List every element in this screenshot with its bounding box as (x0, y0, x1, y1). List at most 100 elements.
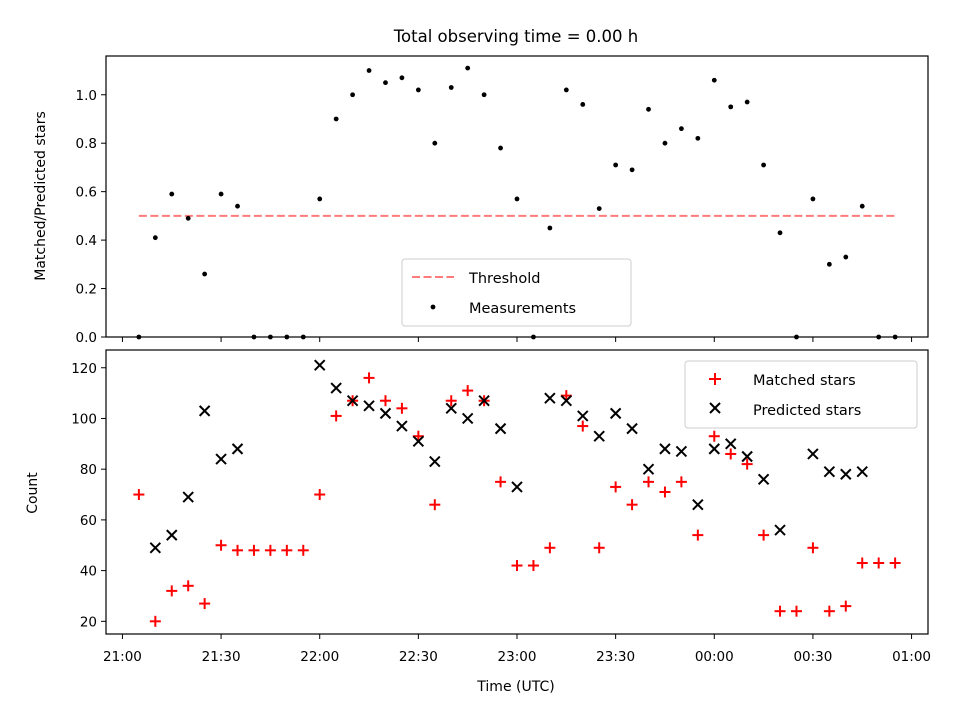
measurement-point (596, 206, 602, 212)
measurement-point (613, 162, 619, 168)
predicted-star-marker (856, 466, 868, 478)
measurement-point (432, 140, 438, 146)
predicted-star-marker (330, 382, 342, 394)
matched-star-marker (840, 600, 852, 612)
matched-star-marker (182, 580, 194, 592)
measurement-point (679, 126, 684, 132)
measurement-point (744, 99, 750, 105)
predicted-star-marker (626, 422, 638, 435)
ratio-y-tick-label: 0.4 (76, 233, 97, 249)
matched-legend-marker (709, 373, 721, 385)
matched-star-marker (363, 372, 375, 384)
matched-star-marker (725, 448, 737, 460)
matched-star-marker (577, 420, 589, 432)
measurement-point (646, 106, 651, 112)
predicted-star-marker (675, 445, 688, 458)
measurement-point (629, 167, 635, 173)
count-y-tick-label: 100 (71, 411, 97, 427)
predicted-legend-marker (709, 402, 721, 414)
x-tick-label: 23:00 (498, 649, 537, 665)
ratio-legend: Threshold Measurements (401, 258, 632, 327)
matched-star-marker (297, 544, 309, 556)
predicted-star-marker (231, 443, 244, 455)
matched-star-marker (774, 605, 786, 617)
ratio-y-tick-label: 1.0 (76, 88, 97, 104)
matched-star-marker (264, 544, 276, 556)
measurement-point (152, 235, 158, 241)
matched-star-marker (889, 557, 901, 569)
predicted-star-marker (593, 430, 605, 442)
x-tick-label: 22:30 (399, 649, 438, 665)
x-axis-label: Time (UTC) (476, 679, 554, 695)
measurement-point (383, 80, 388, 86)
x-tick-label: 00:30 (793, 649, 832, 665)
predicted-star-marker (314, 359, 326, 371)
ratio-y-tick-label: 0.8 (76, 136, 97, 152)
ratio-plot: 0.0 0.2 0.4 0.6 0.8 1.0 (76, 65, 913, 346)
predicted-star-marker (725, 438, 737, 450)
ratio-y-tick-label: 0.6 (76, 185, 97, 201)
measurement-point (662, 140, 668, 146)
measurement-point (711, 77, 717, 83)
predicted-star-marker (149, 542, 162, 554)
measurement-point (185, 215, 191, 221)
matched-star-marker (149, 615, 161, 627)
measurements-legend-marker (430, 304, 436, 310)
matched-star-marker (429, 499, 441, 511)
predicted-star-marker (741, 450, 753, 463)
chart-title: Total observing time = 0.00 h (393, 27, 638, 46)
ratio-y-tick-label: 0.2 (76, 282, 97, 298)
x-tick-label: 00:00 (695, 649, 734, 665)
predicted-star-marker (166, 529, 178, 541)
predicted-star-marker (494, 422, 507, 435)
measurement-point (415, 87, 421, 93)
predicted-star-marker (840, 468, 852, 480)
count-plot: 20 40 60 80 100 120 21:00 21:30 22:00 22:30 23:00 2… (71, 359, 931, 665)
predicted-star-marker (511, 481, 523, 493)
ratio-y-tick-label: 0.0 (76, 330, 97, 346)
x-tick-label: 21:30 (202, 649, 241, 665)
count-legend: Matched stars Predicted stars (684, 360, 918, 429)
measurement-point (563, 87, 569, 93)
count-legend-box (684, 360, 918, 429)
predicted-star-marker (577, 410, 589, 422)
ratio-plot-frame (105, 55, 929, 338)
predicted-star-marker (659, 443, 671, 455)
predicted-star-marker (379, 407, 392, 420)
matched-star-marker (758, 529, 770, 541)
count-y-tick-label: 80 (80, 462, 97, 478)
matched-star-marker (544, 542, 556, 554)
predicted-legend-label: Predicted stars (753, 403, 861, 419)
measurement-point (547, 225, 553, 231)
matched-star-marker (281, 544, 293, 556)
matched-star-marker (708, 430, 720, 442)
matched-star-marker (314, 489, 326, 501)
measurement-point (350, 92, 355, 98)
measurement-point (317, 196, 323, 202)
measurement-point (826, 261, 832, 267)
matched-star-marker (593, 542, 605, 554)
measurement-point (366, 68, 372, 73)
x-tick-label: 21:00 (103, 649, 142, 665)
matched-star-marker (199, 598, 211, 610)
matched-star-marker (495, 476, 507, 488)
measurement-point (481, 92, 487, 98)
matched-star-marker (330, 410, 342, 422)
matched-star-marker (856, 557, 868, 569)
matched-star-marker (133, 489, 145, 501)
matched-star-marker (248, 544, 260, 556)
predicted-star-marker (215, 453, 227, 465)
count-y-axis-label: Count (25, 472, 41, 514)
measurement-point (448, 85, 454, 90)
measurement-point (728, 104, 734, 110)
ratio-y-axis-label: Matched/Predicted stars (33, 111, 49, 281)
measurement-point (169, 191, 175, 197)
matched-legend-label: Matched stars (753, 373, 856, 389)
predicted-star-marker (609, 407, 622, 420)
matched-star-marker (741, 458, 753, 470)
predicted-star-marker (346, 395, 359, 407)
predicted-star-marker (774, 524, 786, 536)
matched-star-marker (379, 395, 391, 407)
